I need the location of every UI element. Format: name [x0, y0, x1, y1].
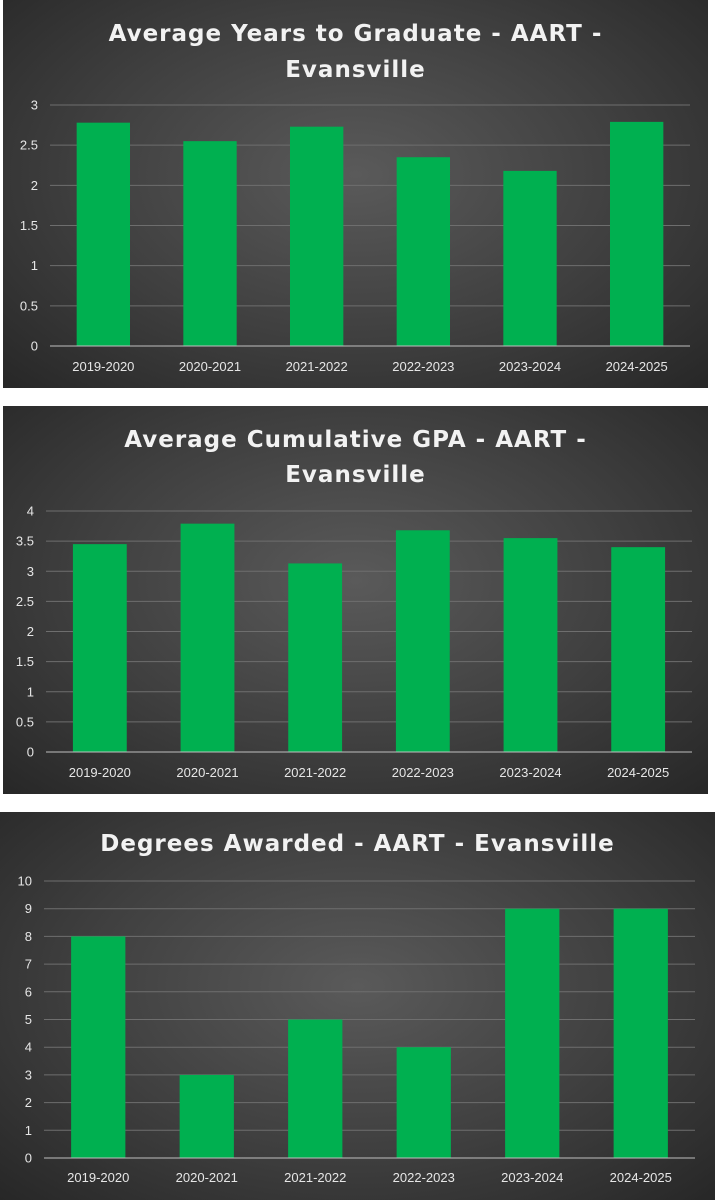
bar [183, 141, 237, 346]
x-category-label: 2021-2022 [284, 1170, 346, 1185]
bar [290, 126, 344, 346]
x-category-label: 2023-2024 [499, 765, 561, 780]
chart-title: Average Cumulative GPA - AART - [124, 427, 587, 453]
bar [505, 908, 560, 1158]
chart-cumulative-gpa: Average Cumulative GPA - AART - Evansvill… [3, 406, 708, 794]
bar [71, 936, 126, 1158]
chart-svg: Average Years to Graduate - AART - Evansv… [20, 21, 690, 374]
bar [179, 1074, 234, 1158]
x-category-label: 2024-2025 [607, 765, 669, 780]
y-tick-label: 2 [31, 178, 38, 193]
y-tick-label: 0 [27, 745, 34, 760]
y-tick-label: 9 [25, 901, 32, 916]
bar [72, 544, 127, 752]
y-tick-label: 1 [25, 1123, 32, 1138]
bar [611, 547, 666, 752]
x-category-label: 2023-2024 [501, 1170, 563, 1185]
bar [610, 121, 664, 347]
bar [396, 1047, 451, 1158]
y-tick-label: 2 [25, 1095, 32, 1110]
y-tick-label: 6 [25, 984, 32, 999]
y-tick-label: 1.5 [20, 218, 38, 233]
y-tick-label: 4 [27, 504, 34, 519]
x-category-label: 2022-2023 [392, 359, 454, 374]
y-tick-label: 2.5 [16, 594, 34, 609]
x-category-label: 2020-2021 [176, 1170, 238, 1185]
x-category-label: 2024-2025 [610, 1170, 672, 1185]
x-category-label: 2019-2020 [69, 765, 131, 780]
y-tick-label: 3 [31, 98, 38, 113]
chart-title: Evansville [285, 462, 426, 488]
y-tick-label: 3.5 [16, 534, 34, 549]
bar [76, 122, 130, 346]
chart-title: Evansville [285, 57, 426, 83]
bar [395, 530, 450, 752]
chart-svg: Average Cumulative GPA - AART - Evansvill… [16, 427, 692, 780]
x-category-label: 2022-2023 [393, 1170, 455, 1185]
bar [288, 1019, 343, 1158]
chart-title: Degrees Awarded - AART - Evansville [100, 831, 614, 857]
x-category-label: 2024-2025 [606, 359, 668, 374]
x-category-label: 2019-2020 [67, 1170, 129, 1185]
bar [503, 170, 557, 346]
y-tick-label: 2.5 [20, 138, 38, 153]
x-category-label: 2019-2020 [72, 359, 134, 374]
bar [180, 523, 235, 752]
y-tick-label: 4 [25, 1040, 32, 1055]
y-tick-label: 10 [18, 874, 32, 889]
x-category-label: 2020-2021 [176, 765, 238, 780]
x-category-label: 2020-2021 [179, 359, 241, 374]
bar [288, 563, 343, 752]
y-tick-label: 1 [31, 258, 38, 273]
bar [503, 538, 558, 752]
bar [396, 157, 450, 346]
x-category-label: 2021-2022 [284, 765, 346, 780]
chart-svg: Degrees Awarded - AART - Evansville 0 1 2 3 4… [18, 831, 695, 1185]
x-category-label: 2021-2022 [286, 359, 348, 374]
x-category-label: 2022-2023 [392, 765, 454, 780]
y-tick-label: 0 [25, 1151, 32, 1166]
x-category-label: 2023-2024 [499, 359, 561, 374]
y-tick-label: 2 [27, 624, 34, 639]
y-tick-label: 1.5 [16, 654, 34, 669]
chart-years-to-graduate: Average Years to Graduate - AART - Evansv… [3, 0, 708, 388]
y-tick-label: 0.5 [20, 298, 38, 313]
y-tick-label: 3 [25, 1067, 32, 1082]
y-tick-label: 8 [25, 929, 32, 944]
y-tick-label: 1 [27, 684, 34, 699]
chart-degrees-awarded: Degrees Awarded - AART - Evansville 0 1 2 3 4… [0, 812, 715, 1200]
y-tick-label: 0 [31, 339, 38, 354]
y-tick-label: 3 [27, 564, 34, 579]
bar [613, 908, 668, 1158]
chart-title: Average Years to Graduate - AART - [109, 21, 603, 47]
y-tick-label: 7 [25, 957, 32, 972]
y-tick-label: 5 [25, 1012, 32, 1027]
y-tick-label: 0.5 [16, 714, 34, 729]
